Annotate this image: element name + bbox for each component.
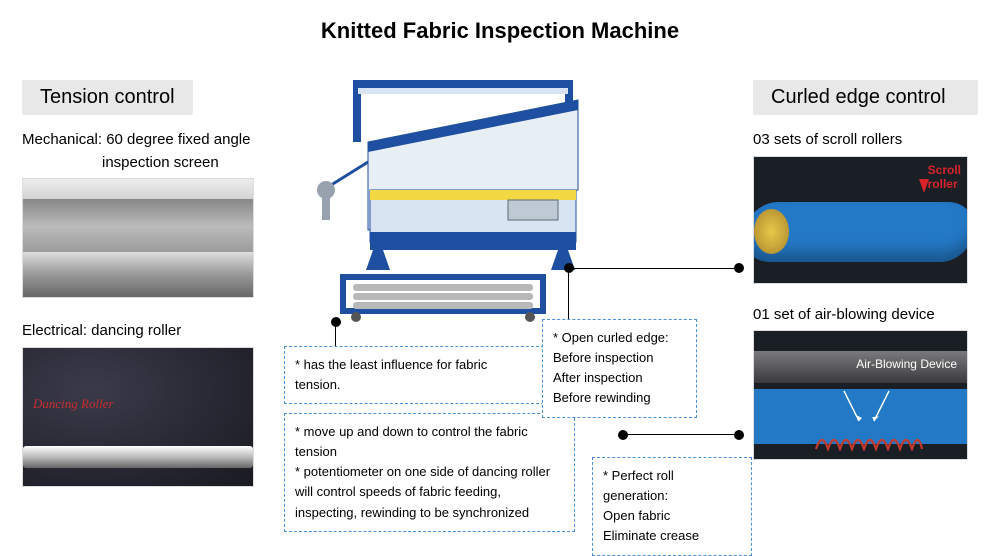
callout-dancing-roller: * move up and down to control the fabric… [284, 413, 575, 532]
leader-dot [618, 430, 628, 440]
leader-line [335, 322, 336, 347]
tension-control-header: Tension control [22, 80, 193, 115]
leader-line [568, 268, 738, 269]
callout-least-influence: * has the least influence for fabric ten… [284, 346, 544, 404]
electrical-label: Electrical: dancing roller [22, 320, 272, 343]
mechanical-photo [22, 178, 254, 298]
left-column: Tension control Mechanical: 60 degree fi… [22, 80, 272, 487]
leader-dot [331, 317, 341, 327]
mechanical-line1: Mechanical: 60 degree fixed angle [22, 129, 272, 152]
leader-line [568, 268, 569, 320]
callout-open-curled-edge: * Open curled edge: Before inspection Af… [542, 319, 697, 418]
electrical-photo: Dancing Roller [22, 347, 254, 487]
mechanical-line2: inspection screen [22, 152, 272, 175]
scroll-rollers-label: 03 sets of scroll rollers [753, 129, 978, 152]
air-blowing-label: 01 set of air-blowing device [753, 304, 978, 327]
scroll-roller-photo: Scroll roller [753, 156, 968, 284]
callout-perfect-roll: * Perfect roll generation: Open fabric E… [592, 457, 752, 556]
machine-illustration [298, 72, 598, 322]
air-arrows-icon [834, 386, 904, 446]
curled-edge-header: Curled edge control [753, 80, 978, 115]
leader-dot [734, 263, 744, 273]
air-blowing-photo: Air-Blowing Device [753, 330, 968, 460]
leader-dot [734, 430, 744, 440]
leader-line [622, 434, 737, 435]
scroll-roller-overlay: Scroll roller [928, 163, 961, 191]
air-blowing-overlay: Air-Blowing Device [856, 357, 957, 371]
right-column: Curled edge control 03 sets of scroll ro… [753, 80, 978, 460]
page-title: Knitted Fabric Inspection Machine [0, 0, 1000, 52]
dancing-roller-overlay: Dancing Roller [33, 396, 114, 412]
